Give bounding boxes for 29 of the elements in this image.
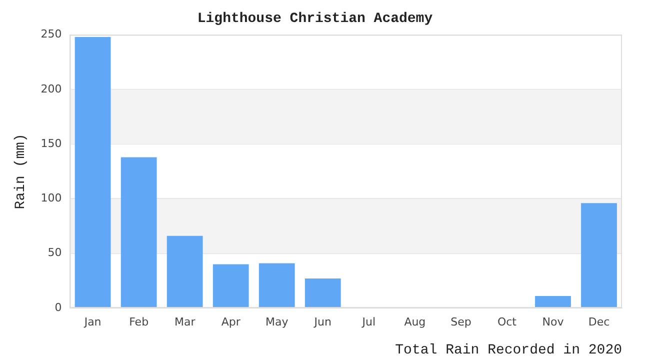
bar bbox=[120, 157, 157, 308]
bar bbox=[212, 264, 249, 308]
x-tick-label: Feb bbox=[129, 315, 149, 328]
x-tick-label: Jul bbox=[361, 315, 376, 328]
y-tick-label: 0 bbox=[54, 300, 62, 314]
bar bbox=[166, 236, 203, 308]
x-tick-label: Oct bbox=[497, 315, 518, 328]
bar bbox=[74, 36, 111, 308]
x-tick-label: Mar bbox=[174, 315, 196, 328]
y-tick-label: 100 bbox=[40, 192, 62, 205]
x-tick-label: Apr bbox=[221, 315, 241, 328]
y-tick-label: 50 bbox=[48, 246, 62, 260]
x-tick-label: May bbox=[265, 315, 289, 328]
y-tick-label: 200 bbox=[40, 82, 62, 96]
x-tick-label: Jan bbox=[83, 315, 102, 328]
x-tick-label: Dec bbox=[588, 315, 610, 328]
chart-title: Lighthouse Christian Academy bbox=[197, 10, 434, 27]
bar bbox=[258, 263, 295, 308]
x-axis-title: Total Rain Recorded in 2020 bbox=[395, 342, 622, 358]
y-tick-label: 250 bbox=[40, 28, 62, 41]
y-axis-title: Rain (mm) bbox=[13, 134, 30, 210]
x-tick-label: Aug bbox=[404, 315, 426, 328]
bar bbox=[304, 278, 341, 308]
x-tick-label: Jun bbox=[313, 315, 332, 328]
x-tick-label: Nov bbox=[542, 315, 564, 328]
bar bbox=[535, 296, 571, 308]
bar bbox=[581, 203, 617, 308]
x-tick-label: Sep bbox=[450, 315, 472, 328]
y-tick-label: 150 bbox=[40, 136, 62, 150]
